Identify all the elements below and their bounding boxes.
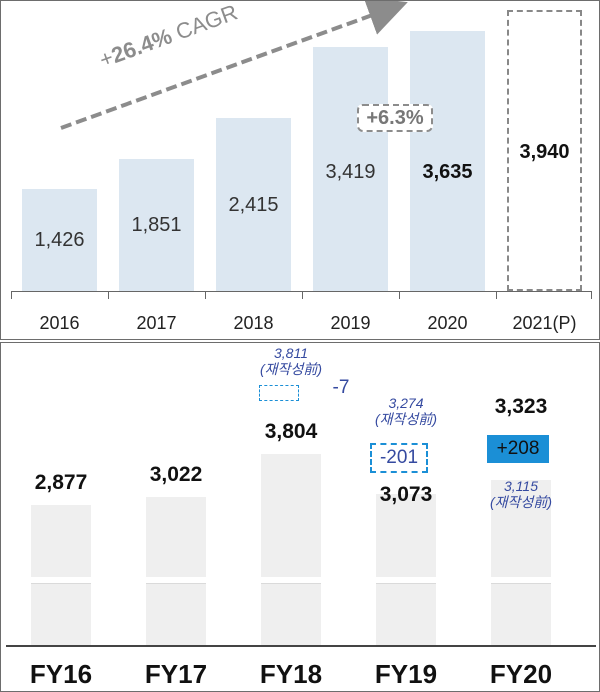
value-label-FY19: 3,073 <box>379 483 433 506</box>
category-label-FY19: FY19 <box>374 659 438 689</box>
bar-FY20 <box>491 480 551 645</box>
bar-2018 <box>216 118 291 291</box>
cagr-arrow <box>60 1 408 130</box>
bar-FY19 <box>376 494 436 645</box>
restated-caption-FY20: (재작성前) <box>490 494 552 510</box>
x-tick-2018 <box>205 291 206 299</box>
x-tick-label-2021(P): 2021(P) <box>512 313 577 333</box>
bar-break-line-FY18 <box>261 583 321 584</box>
x-tick-label-2017: 2017 <box>136 313 177 333</box>
category-label-FY20: FY20 <box>489 659 553 689</box>
restated-delta-FY18: -7 <box>332 377 350 398</box>
bar-break-FY17 <box>146 577 206 583</box>
value-label-FY16: 2,877 <box>34 471 88 494</box>
x-tick-label-2018: 2018 <box>233 313 274 333</box>
x-tick-2021(P) <box>496 291 497 299</box>
restated-note-FY18: 3,811 (재작성前) <box>236 345 346 377</box>
restated-value-FY20: 3,115 <box>504 478 538 494</box>
x-axis <box>11 291 591 292</box>
bar-break-FY16 <box>31 577 91 583</box>
restated-value-FY18: 3,811 <box>274 345 308 361</box>
bar-break-FY19 <box>376 577 436 583</box>
restated-note-FY19: 3,274 (재작성前) <box>351 395 461 427</box>
value-label-2017: 1,851 <box>131 214 182 236</box>
restated-caption-FY19: (재작성前) <box>375 411 437 427</box>
x-tick-2019 <box>302 291 303 299</box>
bar-break-line-FY20 <box>491 583 551 584</box>
restated-delta-box-FY18 <box>259 385 299 401</box>
bar-2021(P) <box>507 10 582 291</box>
value-label-2016: 1,426 <box>34 229 85 251</box>
growth-label: +6.3% <box>357 104 433 132</box>
value-label-2019: 3,419 <box>325 161 376 183</box>
bar-FY17 <box>146 497 206 645</box>
value-label-FY18: 3,804 <box>264 420 318 443</box>
x-tick-2020 <box>399 291 400 299</box>
category-label-FY17: FY17 <box>144 659 208 689</box>
bar-FY16 <box>31 505 91 645</box>
value-label-FY20: 3,323 <box>494 395 548 418</box>
bar-2017 <box>119 159 194 291</box>
bar-break-line-FY19 <box>376 583 436 584</box>
bottom-axis <box>6 645 596 647</box>
bar-2019 <box>313 47 388 291</box>
value-label-2021(P): 3,940 <box>519 141 570 163</box>
bar-break-FY20 <box>491 577 551 583</box>
x-tick-end <box>591 291 592 299</box>
restated-delta-FY20: +208 <box>487 435 549 463</box>
category-label-FY16: FY16 <box>29 659 93 689</box>
bar-break-line-FY17 <box>146 583 206 584</box>
x-tick-2016 <box>11 291 12 299</box>
bar-2020 <box>410 31 485 291</box>
bar-FY18 <box>261 454 321 645</box>
value-label-FY17: 3,022 <box>149 463 203 486</box>
bar-break-line-FY16 <box>31 583 91 584</box>
x-tick-label-2019: 2019 <box>330 313 371 333</box>
bar-break-FY18 <box>261 577 321 583</box>
x-tick-label-2016: 2016 <box>39 313 80 333</box>
x-tick-2017 <box>108 291 109 299</box>
restated-caption-FY18: (재작성前) <box>260 361 322 377</box>
value-label-2018: 2,415 <box>228 193 279 216</box>
restated-value-FY19: 3,274 <box>388 395 424 411</box>
restated-delta-FY19: -201 <box>370 443 428 473</box>
top-chart-panel: 1,426 2016 1,851 2017 2,415 2018 3,419 2019 3,63… <box>0 0 600 340</box>
bottom-chart-panel: FY16 2,877 FY17 3,022 FY18 3,804 FY19 3,073 FY20… <box>0 342 600 692</box>
restated-note-FY20: 3,115 (재작성前) <box>466 478 576 510</box>
x-tick-label-2020: 2020 <box>427 313 468 333</box>
bar-2016 <box>22 189 97 291</box>
value-label-2020: 3,635 <box>422 161 473 183</box>
category-label-FY18: FY18 <box>259 659 323 689</box>
